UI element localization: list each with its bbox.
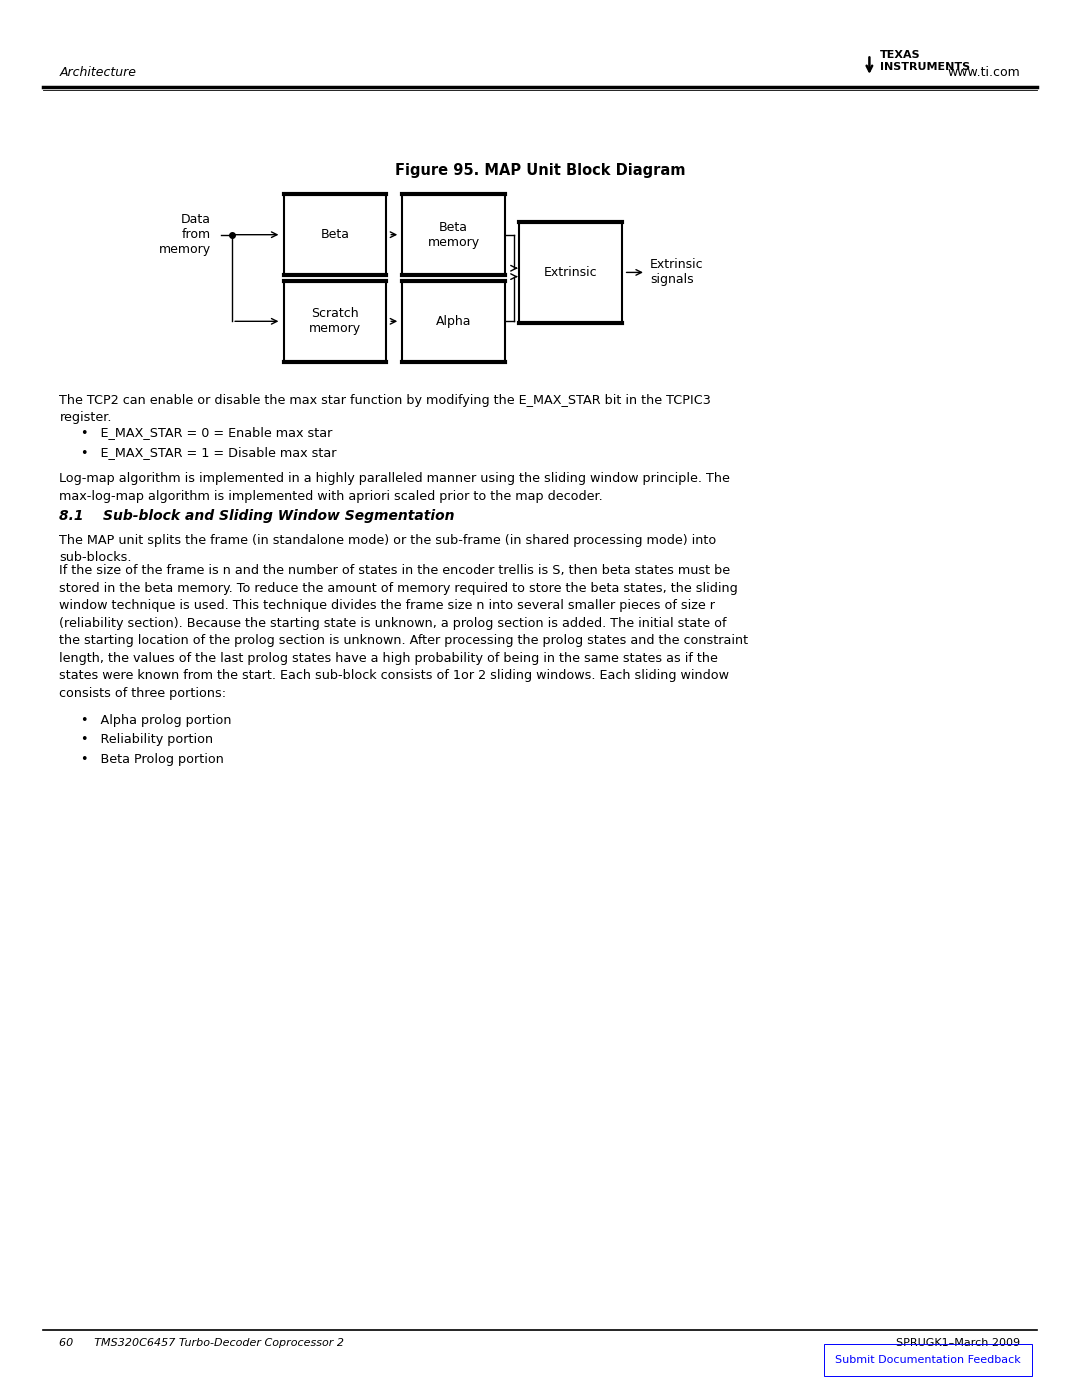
Text: 8.1    Sub-block and Sliding Window Segmentation: 8.1 Sub-block and Sliding Window Segment… — [59, 509, 455, 522]
Text: www.ti.com: www.ti.com — [948, 66, 1021, 78]
Bar — [519, 222, 622, 323]
Text: Alpha: Alpha — [436, 314, 471, 328]
Bar — [402, 281, 505, 362]
Text: Extrinsic
signals: Extrinsic signals — [650, 258, 704, 286]
Text: Figure 95. MAP Unit Block Diagram: Figure 95. MAP Unit Block Diagram — [395, 163, 685, 177]
Text: SPRUGK1–March 2009: SPRUGK1–March 2009 — [896, 1338, 1021, 1348]
Text: The TCP2 can enable or disable the max star function by modifying the E_MAX_STAR: The TCP2 can enable or disable the max s… — [59, 394, 712, 425]
Text: The MAP unit splits the frame (in standalone mode) or the sub-frame (in shared p: The MAP unit splits the frame (in standa… — [59, 534, 717, 564]
Text: Submit Documentation Feedback: Submit Documentation Feedback — [835, 1355, 1021, 1365]
Text: •   Alpha prolog portion: • Alpha prolog portion — [81, 714, 231, 726]
Text: 60      TMS320C6457 Turbo-Decoder Coprocessor 2: 60 TMS320C6457 Turbo-Decoder Coprocessor… — [59, 1338, 345, 1348]
Text: If the size of the frame is n and the number of states in the encoder trellis is: If the size of the frame is n and the nu… — [59, 564, 748, 700]
Text: Beta
memory: Beta memory — [428, 221, 480, 249]
Text: TEXAS
INSTRUMENTS: TEXAS INSTRUMENTS — [880, 50, 970, 73]
Text: Beta: Beta — [321, 228, 349, 242]
Text: Log-map algorithm is implemented in a highly paralleled manner using the sliding: Log-map algorithm is implemented in a hi… — [59, 472, 730, 503]
Text: Architecture: Architecture — [59, 66, 136, 78]
Text: •   E_MAX_STAR = 1 = Disable max star: • E_MAX_STAR = 1 = Disable max star — [81, 446, 337, 458]
Text: Extrinsic: Extrinsic — [543, 265, 597, 279]
Text: •   E_MAX_STAR = 0 = Enable max star: • E_MAX_STAR = 0 = Enable max star — [81, 426, 333, 439]
Bar — [283, 194, 387, 275]
Text: •   Reliability portion: • Reliability portion — [81, 733, 213, 746]
Text: Data
from
memory: Data from memory — [159, 214, 211, 256]
Text: Scratch
memory: Scratch memory — [309, 307, 361, 335]
Bar — [402, 194, 505, 275]
Text: •   Beta Prolog portion: • Beta Prolog portion — [81, 753, 224, 766]
Bar — [283, 281, 387, 362]
